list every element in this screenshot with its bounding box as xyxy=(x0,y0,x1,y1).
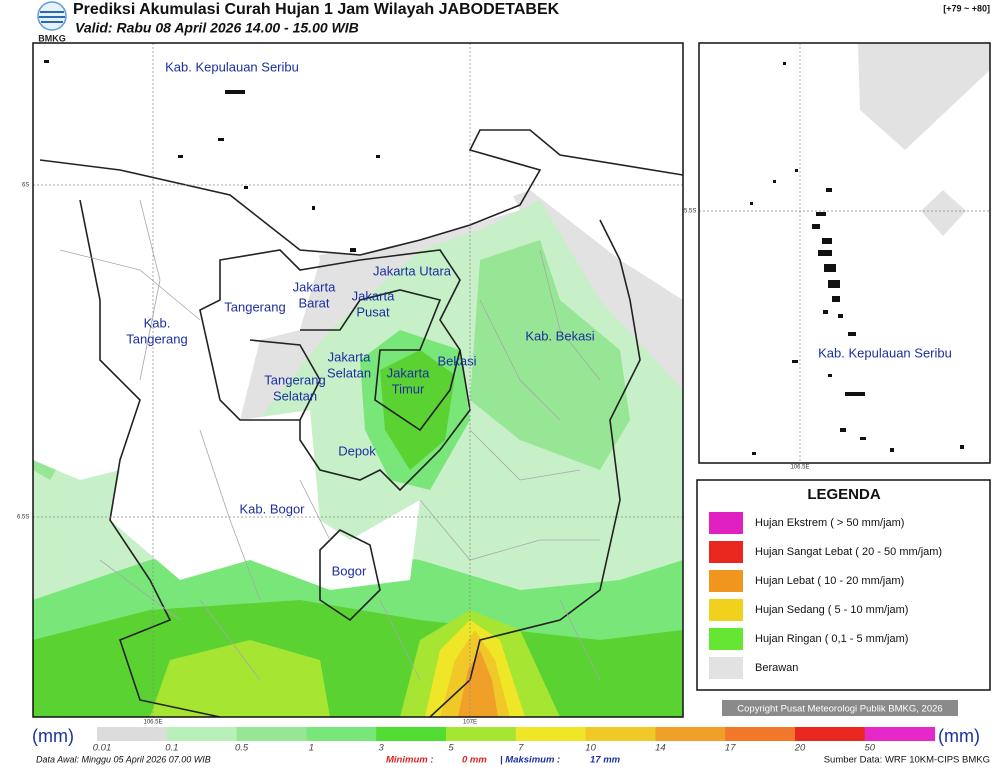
colorbar-tick: 0.5 xyxy=(235,743,249,754)
colorbar-segment xyxy=(446,727,517,741)
colorbar-tick: 17 xyxy=(725,743,736,754)
legend-title: LEGENDA xyxy=(807,486,881,503)
region-label: Tangerang xyxy=(224,299,285,314)
region-label: Bogor xyxy=(332,563,367,578)
logo: BMKG xyxy=(37,1,67,43)
region-label: Kab. Bogor xyxy=(239,501,305,516)
legend-label: Hujan Ekstrem ( > 50 mm/jam) xyxy=(755,517,904,529)
legend-swatch xyxy=(709,628,743,650)
colorbar-segment xyxy=(585,727,656,741)
unit-label: (mm) xyxy=(938,726,980,746)
unit-label: (mm) xyxy=(32,726,74,746)
legend-swatch xyxy=(709,599,743,621)
colorbar-segment xyxy=(864,727,936,741)
colorbar-segment xyxy=(655,727,726,741)
region-label: Selatan xyxy=(273,388,317,403)
colorbar: 0.01 0.1 0.5 1 3 5 7 10 14 17 20 50 (mm) (mm) xyxy=(32,726,980,754)
region-label: Kab. Bekasi xyxy=(525,328,594,343)
region-label: Bekasi xyxy=(437,353,476,368)
legend-swatch xyxy=(709,541,743,563)
colorbar-segment xyxy=(795,727,866,741)
legend: LEGENDA Hujan Ekstrem ( > 50 mm/jam) Huja… xyxy=(696,479,991,691)
colorbar-tick: 10 xyxy=(585,743,596,754)
region-label: Tangerang xyxy=(264,372,325,387)
colorbar-segment xyxy=(376,727,447,741)
lat-label: 6.5S xyxy=(17,515,29,521)
region-label: Timur xyxy=(392,381,425,396)
region-label: Kab. Kepulauan Seribu xyxy=(165,59,299,74)
lat-label: 6S xyxy=(22,183,29,189)
colorbar-tick: 7 xyxy=(518,743,524,754)
legend-label: Hujan Lebat ( 10 - 20 mm/jam) xyxy=(755,575,904,587)
colorbar-segment xyxy=(166,727,238,741)
source: Sumber Data: WRF 10KM-CIPS BMKG xyxy=(824,755,990,766)
region-label: Kab. Kepulauan Seribu xyxy=(818,345,952,360)
region-label: Jakarta xyxy=(293,279,336,294)
lat-label: 5.5S xyxy=(684,209,696,215)
data-awal: Data Awal: Minggu 05 April 2026 07.00 WI… xyxy=(36,754,211,764)
maximum-label: | Maksimum : xyxy=(500,755,560,766)
colorbar-tick: 1 xyxy=(309,743,314,754)
colorbar-tick: 20 xyxy=(794,743,806,754)
logo-text: BMKG xyxy=(38,33,66,43)
colorbar-tick: 14 xyxy=(655,743,666,754)
legend-label: Berawan xyxy=(755,662,798,674)
region-label: Tangerang xyxy=(126,331,187,346)
region-label: Pusat xyxy=(356,304,390,319)
legend-label: Hujan Ringan ( 0,1 - 5 mm/jam) xyxy=(755,633,908,645)
colorbar-tick: 3 xyxy=(379,743,385,754)
colorbar-tick: 5 xyxy=(448,743,454,754)
copyright-box xyxy=(722,700,958,716)
region-label: Depok xyxy=(338,443,376,458)
colorbar-segment xyxy=(306,727,377,741)
colorbar-tick: 50 xyxy=(865,743,876,754)
inset-map: Kab. Kepulauan Seribu 5.5S 106.5E xyxy=(684,42,991,471)
legend-swatch xyxy=(709,512,743,534)
title: Prediksi Akumulasi Curah Hujan 1 Jam Wil… xyxy=(73,1,560,18)
region-label: Jakarta xyxy=(328,349,371,364)
colorbar-tick: 0.01 xyxy=(93,743,112,754)
colorbar-segment xyxy=(97,727,168,741)
colorbar-segment xyxy=(236,727,307,741)
lon-label: 106.5E xyxy=(790,465,809,471)
region-label: Barat xyxy=(298,295,329,310)
region-label: Jakarta xyxy=(387,365,430,380)
region-label: Jakarta xyxy=(352,288,395,303)
run-code: [+79 ~ +80] xyxy=(943,3,990,13)
main-map: 6S 6.5S 106.5E 107E Kab. Kepulauan Serib… xyxy=(17,42,684,726)
lon-label: 107E xyxy=(463,720,477,726)
minimum-label: Minimum : xyxy=(386,755,434,766)
maximum-value: 17 mm xyxy=(590,755,621,766)
region-label: Selatan xyxy=(327,365,371,380)
legend-label: Hujan Sangat Lebat ( 20 - 50 mm/jam) xyxy=(755,546,942,558)
region-label: Jakarta Utara xyxy=(373,263,452,278)
subtitle: Valid: Rabu 08 April 2026 14.00 - 15.00 … xyxy=(75,20,359,36)
copyright: Copyright Pusat Meteorologi Publik BMKG,… xyxy=(737,704,942,715)
colorbar-segment xyxy=(515,727,587,741)
colorbar-tick: 0.1 xyxy=(165,743,178,754)
region-label: Kab. xyxy=(144,315,171,330)
legend-swatch xyxy=(709,657,743,679)
minimum-value: 0 mm xyxy=(462,755,487,766)
legend-swatch xyxy=(709,570,743,592)
colorbar-segment xyxy=(725,727,796,741)
legend-label: Hujan Sedang ( 5 - 10 mm/jam) xyxy=(755,604,908,616)
lon-label: 106.5E xyxy=(143,720,162,726)
